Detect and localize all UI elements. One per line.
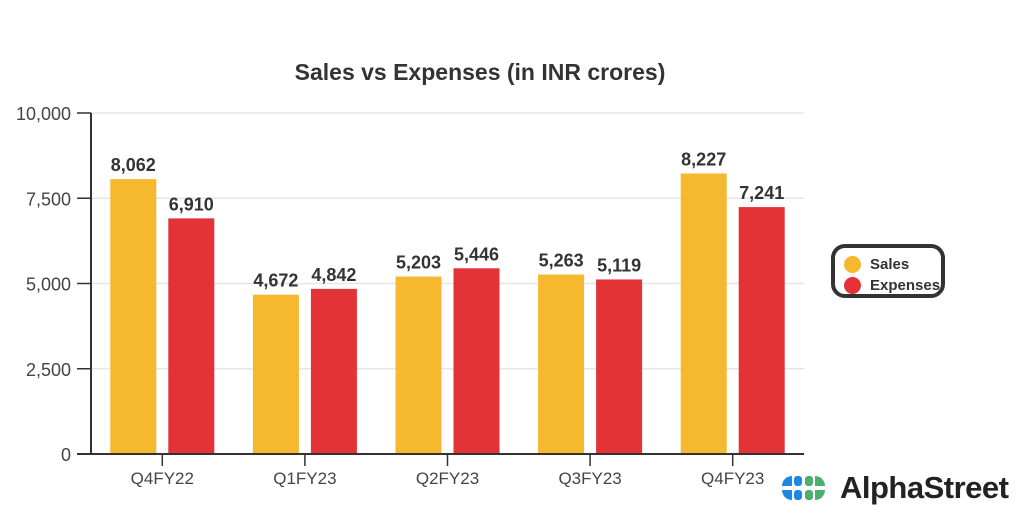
- y-tick-label: 10,000: [16, 104, 71, 124]
- chart-title: Sales vs Expenses (in INR crores): [295, 59, 666, 85]
- x-tick-label: Q1FY23: [273, 469, 336, 488]
- bar-expenses: [453, 268, 500, 454]
- y-tick-label: 2,500: [26, 360, 71, 380]
- legend-swatch-expenses: [844, 277, 861, 294]
- bar-expenses: [738, 207, 785, 454]
- legend-item-expenses: Expenses: [844, 275, 941, 296]
- bar-sales: [680, 173, 727, 455]
- x-tick-label: Q4FY23: [701, 469, 764, 488]
- logo-text: AlphaStreet: [840, 470, 1009, 505]
- bar-expenses: [168, 218, 215, 454]
- bar-expenses: [310, 288, 357, 454]
- data-label: 8,062: [111, 155, 156, 175]
- data-label: 8,227: [681, 149, 726, 169]
- data-label: 5,446: [454, 244, 499, 264]
- y-tick-label: 5,000: [26, 275, 71, 295]
- bar-sales: [538, 274, 585, 454]
- x-tick-label: Q4FY22: [131, 469, 194, 488]
- data-label: 7,241: [739, 183, 784, 203]
- data-label: 4,842: [311, 265, 356, 285]
- y-tick-label: 0: [61, 445, 71, 465]
- bar-expenses: [596, 279, 643, 454]
- x-tick-label: Q3FY23: [558, 469, 621, 488]
- legend-label: Sales: [870, 256, 910, 273]
- data-label: 5,203: [396, 253, 441, 273]
- legend-swatch-sales: [844, 256, 861, 273]
- data-label: 4,672: [253, 271, 298, 291]
- bar-sales: [110, 179, 157, 454]
- y-tick-label: 7,500: [26, 189, 71, 209]
- legend-item-sales: Sales: [844, 254, 941, 275]
- x-tick-label: Q2FY23: [416, 469, 479, 488]
- alphastreet-logo: AlphaStreet: [780, 470, 1009, 506]
- alphastreet-logo-icon: [782, 476, 825, 500]
- data-label: 6,910: [169, 194, 214, 214]
- legend-label: Expenses: [870, 277, 941, 294]
- data-label: 5,119: [597, 255, 641, 275]
- legend: Sales Expenses: [831, 244, 945, 298]
- bar-sales: [395, 276, 442, 454]
- bar-sales: [252, 294, 299, 454]
- data-label: 5,263: [539, 251, 584, 271]
